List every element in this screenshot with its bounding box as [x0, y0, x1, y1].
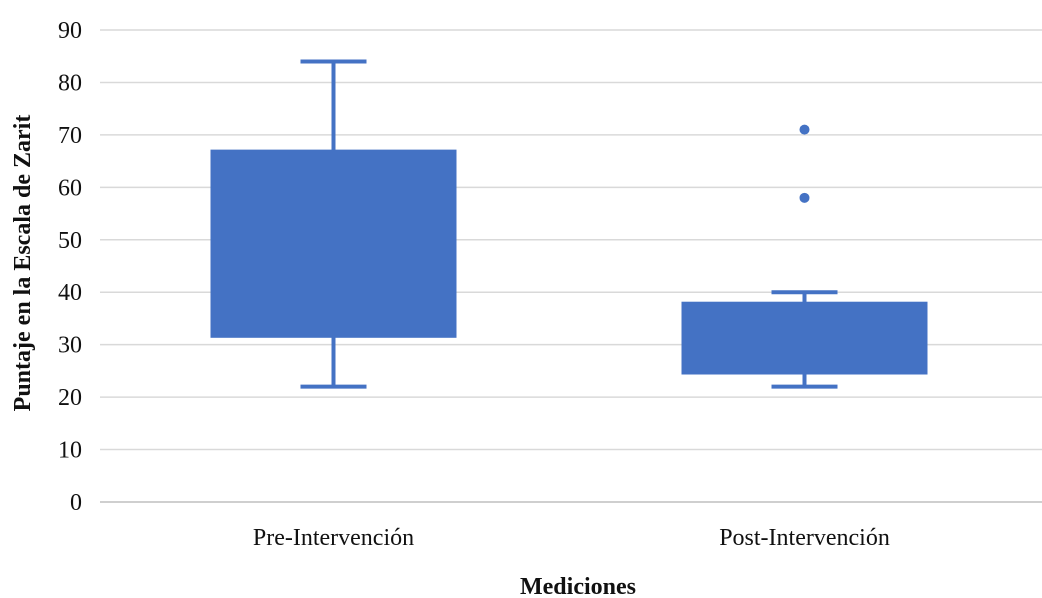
x-axis-title: Mediciones: [520, 574, 636, 598]
box-2: [681, 124, 928, 389]
box-body: [681, 301, 928, 375]
outlier-point-2: [799, 124, 810, 135]
y-tick-labels: 0 10 20 30 40 50 60 70 80 90: [58, 18, 82, 516]
boxes: [210, 59, 928, 389]
outlier-point-1: [799, 192, 810, 203]
x-category-labels: Pre-Intervención Post-Intervención: [253, 525, 890, 551]
y-tick-label-20: 20: [58, 385, 82, 411]
y-tick-label-50: 50: [58, 228, 82, 254]
y-tick-label-80: 80: [58, 70, 82, 96]
y-tick-label-0: 0: [70, 490, 82, 516]
y-tick-label-30: 30: [58, 333, 82, 359]
x-category-label-1: Pre-Intervención: [253, 525, 414, 551]
y-axis-title: Puntaje en la Escala de Zarit: [10, 115, 36, 412]
y-tick-label-10: 10: [58, 438, 82, 464]
box-body: [210, 149, 457, 338]
box-1: [210, 59, 457, 389]
y-tick-label-60: 60: [58, 175, 82, 201]
y-tick-label-40: 40: [58, 280, 82, 306]
x-category-label-2: Post-Intervención: [719, 525, 890, 551]
y-tick-label-70: 70: [58, 123, 82, 149]
y-tick-label-90: 90: [58, 18, 82, 44]
